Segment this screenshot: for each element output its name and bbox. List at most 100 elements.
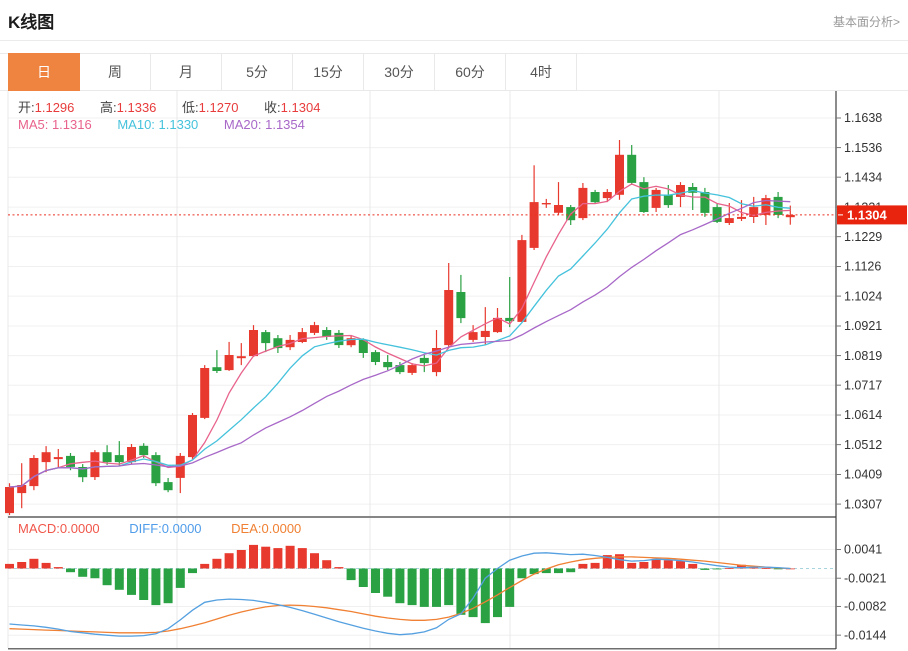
- macd-value-label: MACD:0.0000: [18, 521, 100, 536]
- tab-月[interactable]: 月: [151, 53, 222, 91]
- macd-bar: [541, 568, 551, 574]
- axis-tick-label: 1.0614: [844, 408, 882, 422]
- candle-body: [724, 218, 734, 223]
- macd-bar: [590, 562, 600, 569]
- tab-5分[interactable]: 5分: [222, 53, 293, 91]
- macd-bar: [566, 568, 576, 573]
- tab-日[interactable]: 日: [8, 53, 80, 91]
- close-label: 收:: [264, 100, 281, 115]
- macd-bar: [163, 568, 173, 604]
- macd-bar: [261, 546, 271, 569]
- candle-body: [432, 348, 441, 373]
- axis-tick-label: -0.0082: [844, 600, 886, 614]
- candles-layer: [5, 140, 795, 516]
- candle-body: [334, 332, 344, 346]
- candle-body: [541, 203, 551, 205]
- candle-body: [395, 365, 405, 373]
- macd-bar: [188, 568, 197, 574]
- candle-body: [212, 367, 222, 371]
- axis-tick-label: 1.1536: [844, 141, 882, 155]
- candle-body: [53, 457, 63, 460]
- candle-body: [261, 332, 271, 344]
- macd-bar: [29, 558, 39, 569]
- current-price-value: 1.1304: [847, 207, 888, 222]
- candle-body: [517, 240, 527, 322]
- interval-tabs: 日周月 5分 15分 30分 60分 4时: [8, 53, 577, 91]
- candle-body: [273, 338, 283, 349]
- tab-周[interactable]: 周: [80, 53, 151, 91]
- macd-legend: MACD:0.0000 DIFF:0.0000 DEA:0.0000: [18, 521, 301, 536]
- macd-bar: [310, 553, 319, 569]
- candle-body: [188, 415, 197, 458]
- axis-tick-label: 1.1638: [844, 111, 882, 125]
- axis-tick-label: 1.1126: [844, 260, 881, 274]
- candle-body: [139, 445, 149, 456]
- candle-body: [90, 452, 100, 478]
- candle-body: [590, 192, 600, 203]
- macd-bar: [419, 568, 429, 607]
- candle-body: [444, 290, 454, 346]
- axis-tick-label: 1.0819: [844, 349, 882, 363]
- macd-bar: [358, 568, 368, 587]
- macd-bar: [676, 561, 685, 569]
- candle-body: [310, 325, 319, 333]
- axis-tick-label: 1.1229: [844, 230, 882, 244]
- ma-legend: MA5: 1.1316 MA10: 1.1330 MA20: 1.1354: [18, 117, 327, 132]
- axis-tick-label: 1.0512: [844, 438, 882, 452]
- tab-15分[interactable]: 15分: [293, 53, 364, 91]
- axis-tick-label: 1.1024: [844, 289, 882, 303]
- tab-30分[interactable]: 30分: [364, 53, 435, 91]
- gridlines: [7, 91, 836, 648]
- macd-bar: [602, 555, 612, 569]
- tab-4时[interactable]: 4时: [506, 53, 577, 91]
- candle-body: [17, 485, 27, 494]
- dea-line: [9, 556, 791, 634]
- candle-body: [236, 356, 246, 359]
- macd-bar: [773, 568, 783, 570]
- candle-body: [493, 317, 502, 333]
- candle-body: [627, 154, 637, 183]
- candle-body: [78, 467, 88, 478]
- macd-bar: [249, 544, 258, 569]
- axis-tick-label: 1.0409: [844, 468, 882, 482]
- candle-body: [529, 202, 539, 248]
- candle-body: [346, 338, 356, 346]
- macd-bar: [175, 568, 185, 588]
- candle-body: [615, 154, 624, 195]
- candle-body: [29, 458, 39, 487]
- macd-bar: [78, 568, 88, 577]
- candle-body: [114, 455, 124, 463]
- macd-bar: [41, 562, 51, 569]
- candle-body: [5, 487, 14, 514]
- macd-bar: [346, 568, 356, 581]
- diff-value-label: DIFF:0.0000: [129, 521, 202, 536]
- axis-tick-label: -0.0021: [844, 571, 886, 585]
- macd-bar: [724, 568, 734, 569]
- ma10-legend: MA10: 1.1330: [117, 117, 199, 132]
- macd-bar: [66, 568, 75, 573]
- macd-bar: [480, 568, 490, 624]
- candle-body: [761, 198, 771, 215]
- candle-body: [785, 214, 795, 218]
- macd-bar: [444, 568, 454, 606]
- macd-bar: [212, 558, 222, 569]
- fundamental-analysis-link[interactable]: 基本面分析>: [832, 15, 900, 29]
- macd-bar: [749, 567, 759, 569]
- macd-bar: [53, 567, 63, 569]
- candle-body: [102, 452, 112, 463]
- candle-body: [163, 482, 173, 491]
- macd-bar: [383, 568, 393, 597]
- macd-bar: [236, 550, 246, 569]
- candle-body: [602, 192, 612, 199]
- macd-bar: [468, 568, 478, 618]
- candle-body: [554, 205, 563, 213]
- macd-bar: [517, 568, 527, 579]
- tab-60分[interactable]: 60分: [435, 53, 506, 91]
- candle-body: [249, 330, 258, 357]
- macd-bar: [432, 568, 441, 607]
- macd-bar: [456, 568, 466, 615]
- axis-tick-label: 1.0921: [844, 319, 882, 333]
- axis-tick-label: -0.0144: [844, 628, 886, 642]
